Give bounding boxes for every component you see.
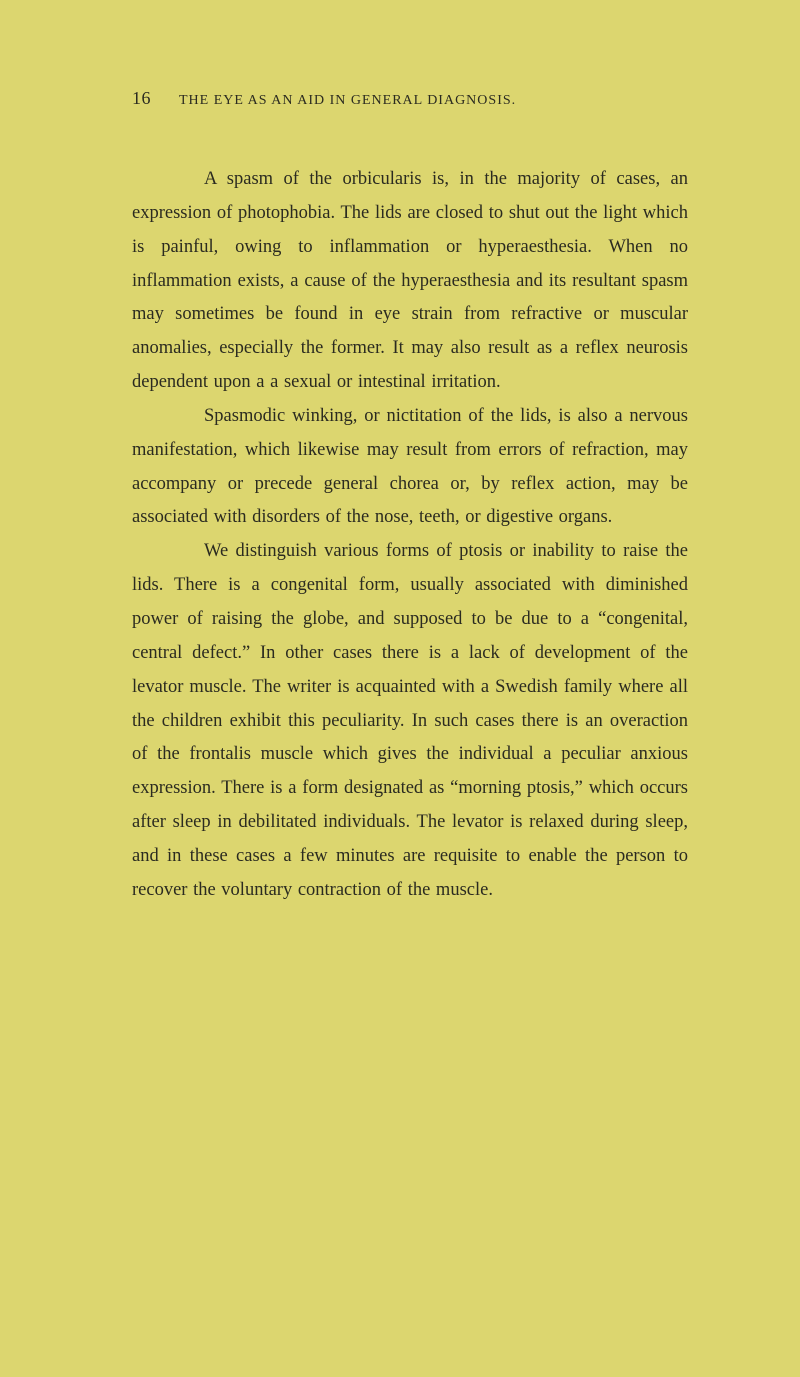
page-number: 16 xyxy=(132,88,151,109)
page-header: 16 THE EYE AS AN AID IN GENERAL DIAGNOSI… xyxy=(132,88,688,109)
paragraph: A spasm of the orbicularis is, in the ma… xyxy=(132,163,688,400)
page-body: A spasm of the orbicularis is, in the ma… xyxy=(132,163,688,908)
paragraph: Spasmodic winking, or nictitation of the… xyxy=(132,400,688,535)
paragraph: We distinguish various forms of ptosis o… xyxy=(132,535,688,907)
book-page: 16 THE EYE AS AN AID IN GENERAL DIAGNOSI… xyxy=(0,0,800,1377)
running-title: THE EYE AS AN AID IN GENERAL DIAGNOSIS. xyxy=(179,93,516,109)
